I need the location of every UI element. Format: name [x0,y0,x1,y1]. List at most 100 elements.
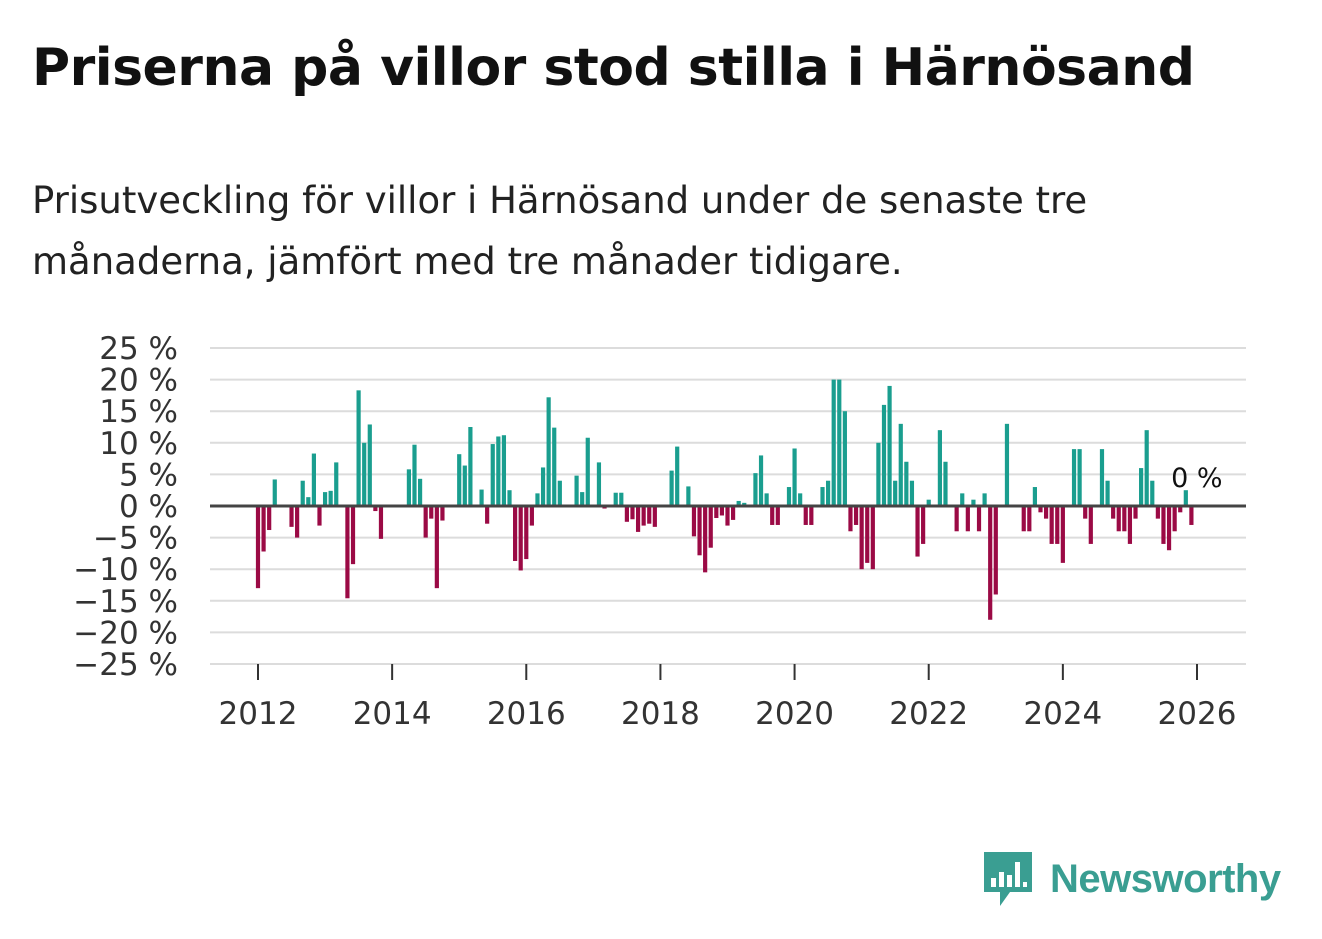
bar [881,404,887,506]
bar [1077,449,1082,506]
bar [546,397,551,506]
bar [982,493,987,506]
bar [1155,506,1160,519]
bar [328,490,333,506]
bar [904,461,909,506]
newsworthy-logo[interactable]: Newsworthy [980,848,1281,910]
bar [870,506,875,570]
bar [557,480,562,506]
bar [406,469,411,506]
chart-subtitle: Prisutveckling för villor i Härnösand un… [32,179,1088,283]
bar [457,454,462,506]
bar [485,506,490,524]
bar [848,506,853,532]
bar [1027,506,1032,532]
y-tick-label: 10 % [99,426,178,462]
bar [272,479,277,506]
y-axis-labels: 25 %20 %15 %10 %5 %0 %−5 %−10 %−15 %−20 … [73,331,178,683]
bar [1178,506,1183,513]
y-tick-label: −10 % [73,552,178,588]
bar [641,506,646,526]
bar [580,492,585,506]
bar [1166,506,1172,551]
bar [1139,468,1144,506]
bar [261,506,266,552]
bar [529,506,534,526]
bar [915,506,920,557]
bar [468,427,473,506]
bar [322,492,328,506]
bar [518,506,523,571]
bar [507,490,512,506]
y-tick-label: −15 % [73,584,178,620]
bar [965,506,970,532]
bars [255,379,1194,620]
x-tick-label: 2012 [219,696,298,732]
bar [954,506,959,532]
bar [434,506,439,589]
bar [976,506,982,532]
bar [697,506,702,556]
bar [937,430,942,506]
bar [367,424,372,506]
bar [1043,506,1049,519]
bar [1122,506,1127,532]
x-tick-label: 2024 [1023,696,1102,732]
bar [1183,490,1188,506]
bar [417,478,423,506]
bar [809,506,814,525]
bar [652,506,657,527]
bar [1049,506,1054,544]
bar [1127,506,1133,544]
bar [524,506,529,560]
bar [798,493,803,506]
x-tick-label: 2020 [755,696,834,732]
bar [1071,449,1077,506]
bar [362,442,367,506]
bar [1111,506,1116,519]
bar [842,411,847,506]
newsworthy-logo-icon [984,852,1032,906]
bar [865,506,870,563]
bar [686,486,691,506]
y-tick-label: 20 % [99,363,178,399]
bar [719,506,724,516]
bar [971,499,976,506]
bar [1060,506,1065,563]
x-tick-label: 2022 [889,696,968,732]
bar [909,480,915,506]
bar [887,385,892,506]
bar [613,492,618,506]
bar [708,506,713,548]
bar [619,492,624,506]
y-tick-label: 25 % [99,331,178,367]
bar [714,506,719,519]
bar [300,480,305,506]
annotations: 0 % [1171,463,1222,494]
bar [289,506,294,527]
bar [764,493,769,506]
bar [1189,506,1194,525]
annotation-label: 0 % [1171,463,1222,494]
bar [943,461,948,506]
bar [691,506,697,537]
bar [1133,506,1138,519]
bar [356,390,361,506]
y-tick-label: −25 % [73,647,178,683]
bar [820,487,825,506]
bar [960,493,965,506]
bar [1099,449,1105,506]
bar [1116,506,1121,532]
bar [675,446,680,506]
bar [373,506,378,512]
y-tick-label: −20 % [73,615,178,651]
bar [853,506,859,525]
bar [1055,506,1060,544]
bar [876,442,881,506]
bar [753,473,758,506]
x-tick-label: 2026 [1158,696,1237,732]
bar [350,506,356,565]
bar [540,467,546,506]
bar [479,489,484,506]
bar [462,465,467,506]
